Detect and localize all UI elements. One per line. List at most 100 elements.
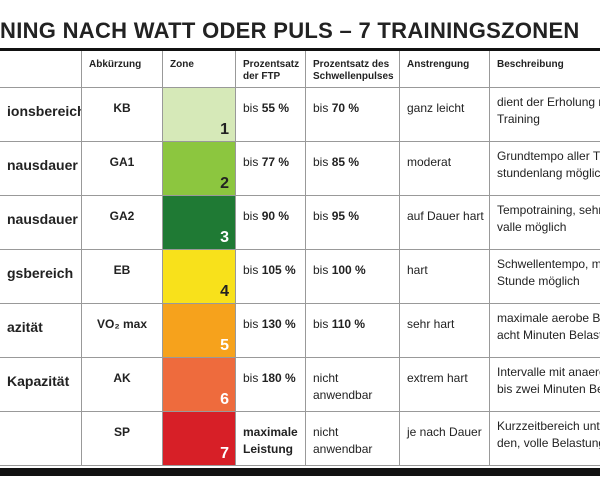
pulse-value: 70 %: [331, 101, 360, 115]
description-cell: Intervalle mit anaerob bis zwei Minuten B…: [490, 358, 600, 412]
pulse-prefix: bis: [313, 263, 329, 277]
pulse-line: bis 85 %: [313, 154, 392, 171]
rule: [0, 468, 600, 476]
description: valle möglich: [497, 220, 567, 234]
ftp-prefix: bis: [243, 101, 259, 115]
description: dient der Erholung na: [497, 95, 600, 109]
ftp-line: bis 55 %: [243, 100, 298, 117]
effort: moderat: [407, 155, 452, 169]
pulse-cell: nicht anwendbar: [306, 358, 400, 412]
header-cell: Zone: [163, 51, 236, 88]
effort-cell: je nach Dauer: [400, 412, 490, 466]
pulse-cell: bis 85 %: [306, 142, 400, 196]
zone-name: nausdauer 1: [7, 157, 82, 173]
abbreviation-cell: GA2: [82, 196, 163, 250]
row-name: nausdauer 2: [0, 196, 82, 250]
abbreviation: SP: [113, 425, 130, 439]
header-cell: Anstrengung: [400, 51, 490, 88]
description: Training: [497, 112, 540, 126]
description: maximale aerobe Bela: [497, 311, 600, 325]
description: den, volle Belastung: [497, 436, 600, 450]
zone-name: Kapazität: [7, 373, 70, 389]
effort: sehr hart: [407, 317, 455, 331]
ftp-cell: maximale Leistung: [236, 412, 306, 466]
zone-cell: 4: [163, 250, 236, 304]
description: Grundtempo aller Trai: [497, 149, 600, 163]
ftp-cell: bis 90 %: [236, 196, 306, 250]
abbreviation: VO₂ max: [96, 317, 148, 331]
header-cell: Prozentsatz der FTP: [236, 51, 306, 88]
zone-cell: 6: [163, 358, 236, 412]
effort: auf Dauer hart: [407, 209, 484, 223]
rule: [0, 48, 600, 51]
ftp-value: 180 %: [261, 371, 296, 385]
description-cell: Kurzzeitbereich unter den, volle Belastun…: [490, 412, 600, 466]
abbreviation-cell: SP: [82, 412, 163, 466]
pulse-prefix: bis: [313, 101, 329, 115]
abbreviation: AK: [113, 371, 131, 385]
row-name: azität: [0, 304, 82, 358]
description: Schwellentempo, max: [497, 257, 600, 271]
description: Stunde möglich: [497, 274, 580, 288]
pulse-line: bis 95 %: [313, 208, 392, 225]
description: Intervalle mit anaerob: [497, 365, 600, 379]
ftp-prefix: bis: [243, 317, 259, 331]
zone-number: 3: [220, 229, 229, 246]
effort: hart: [407, 263, 428, 277]
abbreviation-cell: GA1: [82, 142, 163, 196]
zone-name: gsbereich: [7, 265, 74, 281]
header-text: Zone: [170, 59, 194, 70]
ftp-line: bis 90 %: [243, 208, 298, 225]
pulse-value: 85 %: [331, 155, 360, 169]
pulse-value: anwendbar: [313, 388, 373, 402]
ftp-cell: bis 130 %: [236, 304, 306, 358]
row-name: nausdauer 1: [0, 142, 82, 196]
zone-name: nausdauer 2: [7, 211, 82, 227]
ftp-value: maximale: [243, 425, 298, 439]
zone-number: 7: [220, 445, 229, 462]
zone-cell: 1: [163, 88, 236, 142]
ftp-prefix: bis: [243, 263, 259, 277]
header-cell: Prozentsatz des Schwellenpulses: [306, 51, 400, 88]
ftp-prefix: bis: [243, 371, 259, 385]
description-cell: Grundtempo aller Trai stundenlang möglich: [490, 142, 600, 196]
ftp-prefix: bis: [243, 155, 259, 169]
pulse-value: 95 %: [331, 209, 360, 223]
header-text: Schwellenpulses: [313, 71, 394, 82]
pulse-value: nicht: [313, 425, 339, 439]
row-name: Kapazität: [0, 358, 82, 412]
pulse-cell: bis 110 %: [306, 304, 400, 358]
title: NING NACH WATT ODER PULS – 7 TRAININGSZO…: [0, 18, 580, 43]
header-text: der FTP: [243, 71, 281, 82]
zone-cell: 2: [163, 142, 236, 196]
zone-number: 4: [220, 283, 229, 300]
abbreviation: EB: [113, 263, 131, 277]
ftp-cell: bis 180 %: [236, 358, 306, 412]
effort-cell: extrem hart: [400, 358, 490, 412]
pulse-prefix: bis: [313, 317, 329, 331]
ftp-value: Leistung: [243, 442, 293, 456]
abbreviation-cell: VO₂ max: [82, 304, 163, 358]
effort: ganz leicht: [407, 101, 465, 115]
ftp-cell: bis 77 %: [236, 142, 306, 196]
row-name: [0, 412, 82, 466]
pulse-cell: bis 70 %: [306, 88, 400, 142]
pulse-prefix: bis: [313, 155, 329, 169]
header-cell: Abkürzung: [82, 51, 163, 88]
header-text: Abkürzung: [89, 59, 142, 70]
pulse-line: bis 70 %: [313, 100, 392, 117]
abbreviation-cell: EB: [82, 250, 163, 304]
zone-cell: 5: [163, 304, 236, 358]
ftp-prefix: bis: [243, 209, 259, 223]
pulse-cell: bis 95 %: [306, 196, 400, 250]
zone-number: 2: [220, 175, 229, 192]
description-cell: dient der Erholung na Training: [490, 88, 600, 142]
effort-cell: auf Dauer hart: [400, 196, 490, 250]
ftp-line: bis 105 %: [243, 262, 298, 279]
ftp-value: 105 %: [261, 263, 296, 277]
header-text: Anstrengung: [407, 59, 470, 70]
abbreviation-cell: KB: [82, 88, 163, 142]
header-cell: Beschreibung: [490, 51, 600, 88]
header-text: Beschreibung: [497, 59, 564, 70]
